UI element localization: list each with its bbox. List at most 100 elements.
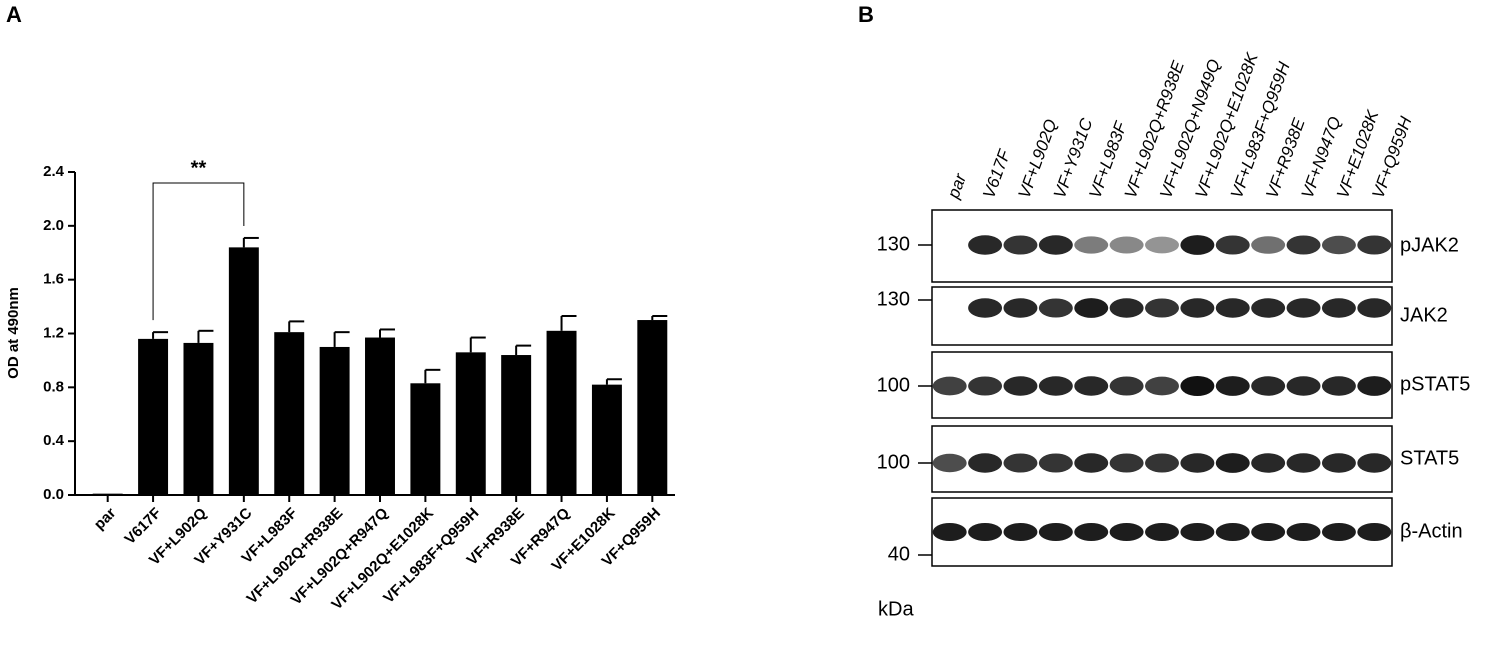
band xyxy=(1145,453,1179,473)
panel-label: A xyxy=(6,2,22,27)
y-tick-label: 2.0 xyxy=(43,217,64,234)
band xyxy=(1321,235,1356,255)
bar xyxy=(637,320,668,495)
y-tick-label: 1.6 xyxy=(43,271,64,288)
row-label: STAT5 xyxy=(1400,447,1459,469)
band xyxy=(1074,523,1109,541)
band xyxy=(968,376,1003,396)
bar xyxy=(546,330,577,495)
band xyxy=(932,453,967,473)
band xyxy=(1145,376,1179,396)
row-label: JAK2 xyxy=(1400,304,1448,326)
band xyxy=(1109,523,1144,541)
band xyxy=(1286,235,1321,255)
row-label: pJAK2 xyxy=(1400,234,1459,256)
bar xyxy=(138,338,169,495)
band xyxy=(1286,453,1321,473)
y-tick-label: 1.2 xyxy=(43,324,64,341)
panel-label: B xyxy=(858,2,874,27)
band xyxy=(1215,298,1250,318)
band xyxy=(1321,523,1356,541)
band xyxy=(1286,298,1321,318)
band xyxy=(1003,453,1038,473)
band xyxy=(1109,376,1144,396)
band xyxy=(1251,236,1286,254)
band xyxy=(1286,376,1321,396)
band xyxy=(968,523,1003,541)
bar xyxy=(501,355,532,495)
bar xyxy=(274,332,305,495)
band xyxy=(1180,376,1215,396)
bar xyxy=(228,247,259,495)
band xyxy=(1357,376,1392,396)
band xyxy=(1038,235,1073,255)
significance-bracket xyxy=(152,182,245,321)
band xyxy=(1145,523,1179,541)
band xyxy=(1038,298,1073,318)
band xyxy=(968,453,1003,473)
x-tick-label: par xyxy=(91,505,120,534)
row-label: pSTAT5 xyxy=(1400,373,1470,395)
band xyxy=(1286,523,1321,541)
band xyxy=(1357,235,1392,255)
band xyxy=(1357,298,1392,318)
band xyxy=(1215,235,1250,255)
band xyxy=(1145,236,1179,254)
band xyxy=(932,523,967,541)
band xyxy=(1145,298,1179,318)
unit-label: kDa xyxy=(878,598,914,620)
y-axis-label: OD at 490nm xyxy=(5,287,22,379)
x-tick-label: V617F xyxy=(121,505,164,548)
band xyxy=(1074,453,1109,473)
marker-label: 130 xyxy=(877,288,910,310)
band xyxy=(1109,453,1144,473)
band xyxy=(1251,376,1286,396)
bar xyxy=(92,493,123,495)
lane-label: par xyxy=(943,170,970,202)
band xyxy=(1357,523,1392,541)
bar xyxy=(410,383,441,495)
bar xyxy=(319,346,350,495)
band xyxy=(1109,236,1144,254)
y-tick-label: 0.8 xyxy=(43,378,64,395)
band xyxy=(1215,453,1250,473)
y-tick-label: 0.0 xyxy=(43,486,64,503)
band xyxy=(1074,376,1109,396)
marker-label: 100 xyxy=(877,374,910,396)
band xyxy=(1321,376,1356,396)
bar xyxy=(365,337,395,495)
band xyxy=(968,235,1003,255)
band xyxy=(1251,298,1286,318)
marker-label: 100 xyxy=(877,451,910,473)
band xyxy=(1180,235,1215,255)
band xyxy=(1321,453,1356,473)
band xyxy=(968,298,1003,318)
band xyxy=(1180,453,1215,473)
band xyxy=(1321,298,1356,318)
band xyxy=(1074,236,1109,254)
y-tick-label: 0.4 xyxy=(43,432,65,449)
band xyxy=(1215,376,1250,396)
bar xyxy=(591,384,622,495)
band xyxy=(932,376,967,396)
band xyxy=(1074,298,1109,318)
bar xyxy=(183,342,214,495)
y-tick-label: 2.4 xyxy=(43,163,65,180)
marker-label: 40 xyxy=(888,543,910,565)
lane-label: V617F xyxy=(979,146,1015,201)
band xyxy=(1180,523,1215,541)
band xyxy=(1109,298,1144,318)
band xyxy=(1251,453,1286,473)
band xyxy=(1251,523,1286,541)
band xyxy=(1003,523,1038,541)
bar xyxy=(455,352,486,495)
band xyxy=(1003,298,1038,318)
band xyxy=(1038,453,1073,473)
band xyxy=(1038,523,1073,541)
band xyxy=(1003,235,1038,255)
band xyxy=(1003,376,1038,396)
marker-label: 130 xyxy=(877,233,910,255)
band xyxy=(1180,298,1215,318)
row-label: β-Actin xyxy=(1400,520,1463,542)
